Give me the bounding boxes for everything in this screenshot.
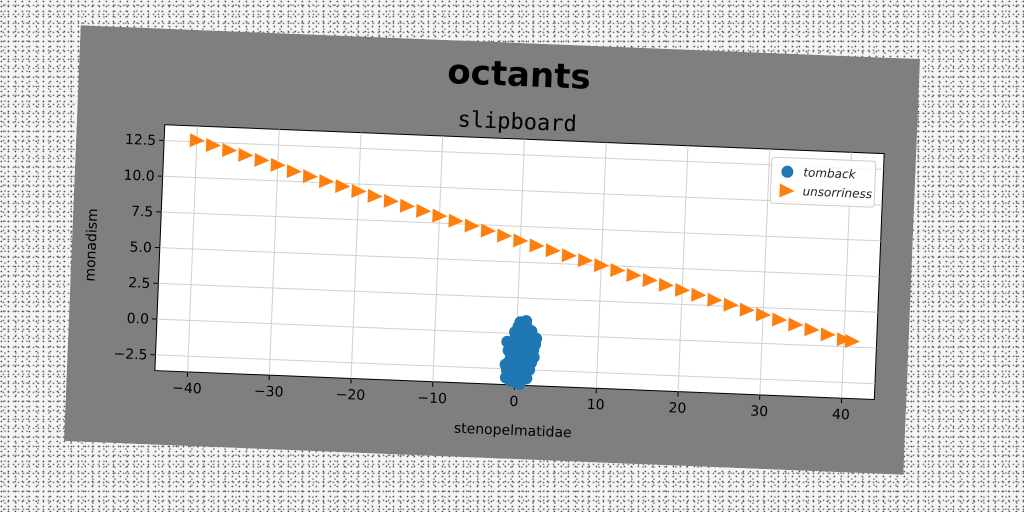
tomback-point (499, 358, 512, 371)
y-gridline (162, 175, 883, 206)
unsorriness-point (432, 208, 448, 223)
marks-layer (189, 133, 861, 390)
unsorriness-point (561, 248, 577, 263)
unsorriness-point (594, 258, 610, 273)
y-tick-label: 0.0 (126, 311, 149, 328)
x-tick-label: −20 (335, 387, 365, 404)
unsorriness-point (270, 157, 286, 172)
unsorriness-point (351, 183, 367, 198)
unsorriness-point (723, 297, 739, 312)
legend-box (769, 156, 877, 208)
y-tick-label: −2.5 (113, 346, 148, 363)
unsorriness-point (642, 272, 658, 287)
y-tick-label: 5.0 (129, 239, 152, 256)
unsorriness-point (674, 282, 691, 297)
y-tick-label: 7.5 (131, 204, 154, 221)
unsorriness-point (480, 223, 497, 238)
unsorriness-point (496, 228, 513, 243)
legend: tomback unsorriness (769, 156, 877, 208)
figure-suptitle: octants (447, 52, 592, 98)
unsorriness-point (286, 164, 302, 179)
unsorriness-point (804, 322, 820, 337)
unsorriness-point (626, 268, 642, 282)
x-tick-label: −10 (417, 390, 447, 407)
unsorriness-point (788, 317, 804, 332)
unsorriness-point (302, 169, 319, 184)
x-tick-label: −40 (172, 380, 202, 397)
unsorriness-point (755, 307, 772, 322)
unsorriness-point (254, 152, 270, 167)
x-tick-label: 40 (832, 407, 850, 424)
tomback-point (517, 330, 530, 343)
y-gridline (159, 247, 880, 278)
unsorriness-point (836, 332, 852, 347)
series-unsorriness (189, 133, 861, 349)
tomback-point (513, 377, 526, 390)
x-tick-label: 30 (750, 404, 768, 421)
unsorriness-point (448, 213, 464, 228)
legend-label-unsorriness: unsorriness (802, 184, 872, 201)
x-tick-label: −30 (254, 384, 284, 401)
x-axis-label: stenopelmatidae (454, 421, 572, 442)
unsorriness-point (707, 292, 723, 307)
unsorriness-point (318, 174, 335, 189)
unsorriness-point (367, 188, 383, 203)
y-gridline (158, 282, 878, 313)
x-tick-label: 20 (668, 400, 686, 417)
unsorriness-point (205, 138, 222, 153)
tomback-point (501, 335, 514, 348)
series-tomback (499, 315, 543, 390)
unsorriness-point (189, 133, 205, 148)
unsorriness-point (238, 147, 254, 162)
y-gridline (161, 211, 881, 242)
unsorriness-point (416, 203, 432, 218)
unsorriness-point (545, 243, 561, 258)
unsorriness-point (577, 253, 594, 268)
unsorriness-point (610, 263, 626, 278)
unsorriness-point (771, 312, 788, 327)
chart-svg: octants slipboard −40 −30 −20 −10 0 10 20 30 40−… (63, 25, 921, 475)
unsorriness-point (399, 198, 416, 213)
x-tick-label: 10 (586, 397, 604, 414)
unsorriness-point (335, 179, 351, 194)
unsorriness-point (658, 277, 674, 292)
unsorriness-point (844, 334, 861, 349)
legend-label-tomback: tomback (803, 165, 857, 181)
y-tick-label: 10.0 (123, 168, 155, 185)
unsorriness-point (739, 302, 755, 317)
axis-layer: −40 −30 −20 −10 0 10 20 30 40 −2.5 0.0 2.5 5.0 7.5 10.… (113, 132, 850, 424)
y-tick-label: 12.5 (125, 132, 157, 149)
chart-figure: octants slipboard −40 −30 −20 −10 0 10 20 30 40−… (63, 25, 921, 475)
unsorriness-point (529, 238, 545, 253)
tomback-point (512, 320, 525, 333)
chart-title: slipboard (457, 108, 577, 138)
unsorriness-point (691, 287, 707, 302)
y-axis-label: monadism (82, 208, 101, 282)
unsorriness-point (383, 193, 399, 208)
unsorriness-point (464, 218, 480, 233)
legend-marker-tomback (781, 165, 794, 178)
unsorriness-point (221, 142, 238, 157)
y-gridline (164, 139, 884, 170)
unsorriness-point (820, 327, 836, 342)
unsorriness-point (513, 233, 529, 248)
legend-marker-unsorriness (779, 183, 795, 198)
x-tick-label: 0 (509, 394, 519, 410)
y-tick-label: 2.5 (128, 275, 151, 292)
